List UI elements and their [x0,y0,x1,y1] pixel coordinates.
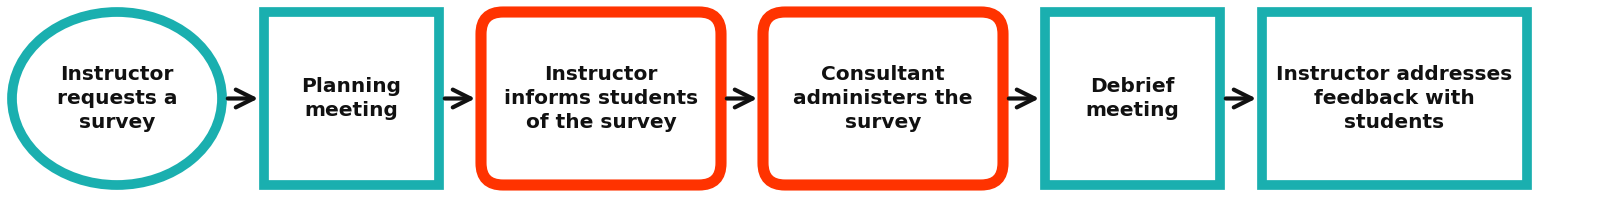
Ellipse shape [13,12,222,185]
Text: Planning
meeting: Planning meeting [301,77,402,120]
FancyBboxPatch shape [763,12,1003,185]
Text: Debrief
meeting: Debrief meeting [1085,77,1179,120]
Bar [1262,12,1526,185]
Bar [1045,12,1221,185]
Bar [264,12,438,185]
Text: Instructor addresses
feedback with
students: Instructor addresses feedback with stude… [1277,65,1512,132]
Text: Instructor
informs students
of the survey: Instructor informs students of the surve… [504,65,698,132]
FancyBboxPatch shape [482,12,722,185]
Text: Consultant
administers the
survey: Consultant administers the survey [794,65,973,132]
Text: Instructor
requests a
survey: Instructor requests a survey [56,65,178,132]
